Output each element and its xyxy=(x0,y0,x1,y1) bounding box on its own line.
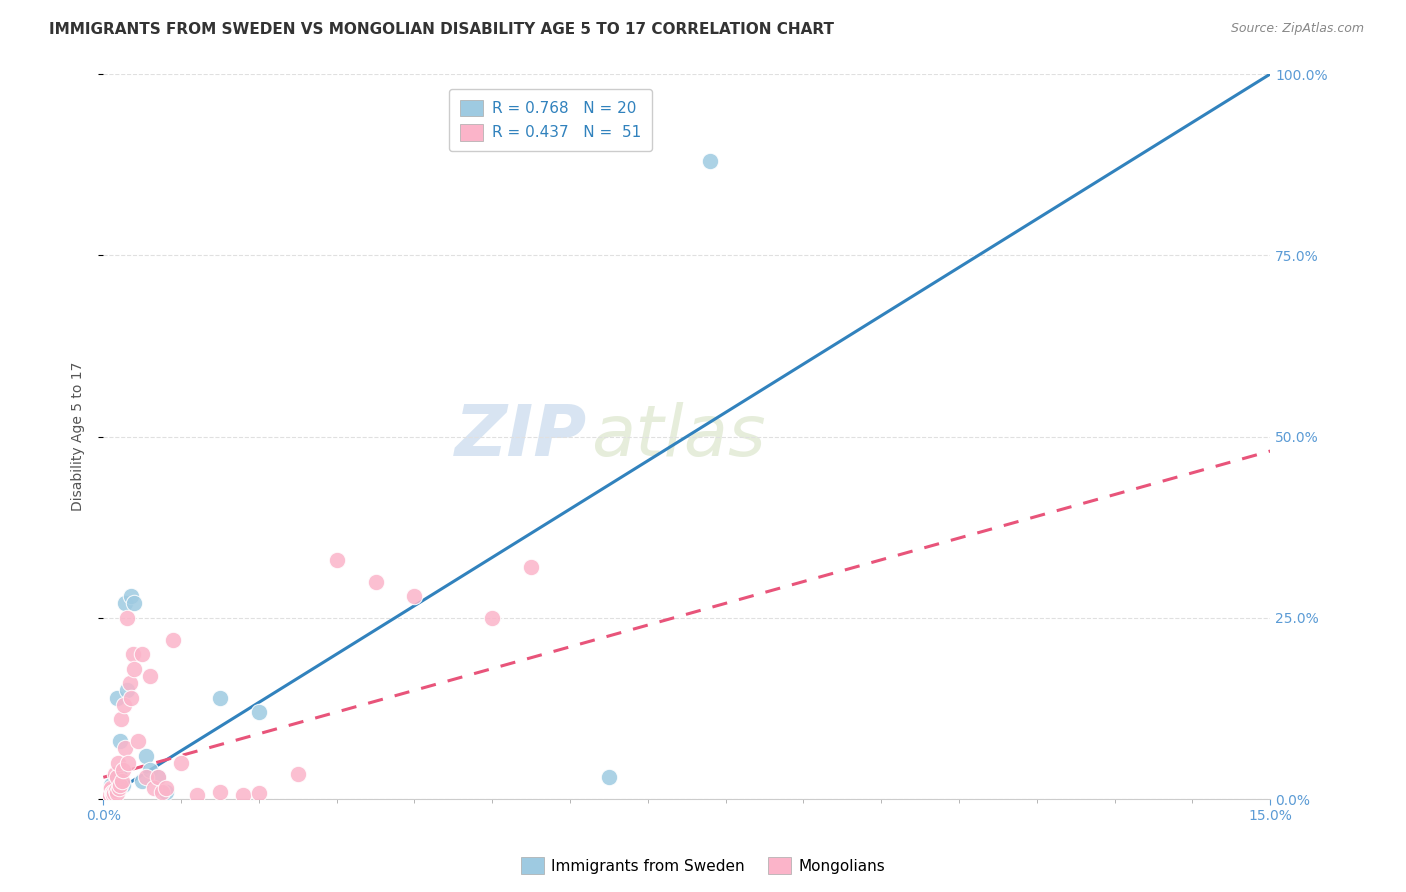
Point xyxy=(101,785,124,799)
Point xyxy=(146,770,169,784)
Point xyxy=(117,756,139,770)
Point xyxy=(139,669,162,683)
Point xyxy=(247,786,270,800)
Legend: Immigrants from Sweden, Mongolians: Immigrants from Sweden, Mongolians xyxy=(515,851,891,880)
Point xyxy=(97,786,120,800)
Point xyxy=(131,773,153,788)
Point xyxy=(105,786,128,800)
Point xyxy=(232,789,254,803)
Point xyxy=(98,789,121,803)
Point xyxy=(121,647,143,661)
Text: atlas: atlas xyxy=(591,402,766,471)
Y-axis label: Disability Age 5 to 17: Disability Age 5 to 17 xyxy=(72,362,86,511)
Text: IMMIGRANTS FROM SWEDEN VS MONGOLIAN DISABILITY AGE 5 TO 17 CORRELATION CHART: IMMIGRANTS FROM SWEDEN VS MONGOLIAN DISA… xyxy=(49,22,834,37)
Point xyxy=(98,783,121,797)
Point xyxy=(94,789,117,804)
Point xyxy=(115,683,138,698)
Point xyxy=(105,770,128,784)
Point xyxy=(96,785,118,799)
Point xyxy=(247,705,270,719)
Point xyxy=(97,789,120,803)
Point xyxy=(108,766,131,780)
Point xyxy=(127,734,149,748)
Point xyxy=(124,662,146,676)
Point xyxy=(114,741,136,756)
Point xyxy=(142,781,165,796)
Point xyxy=(108,781,131,796)
Point xyxy=(115,611,138,625)
Point xyxy=(110,712,132,726)
Point xyxy=(101,786,124,800)
Point xyxy=(135,770,157,784)
Point xyxy=(150,785,173,799)
Point xyxy=(135,748,157,763)
Point xyxy=(186,789,208,803)
Point xyxy=(105,690,128,705)
Point xyxy=(162,632,184,647)
Point xyxy=(146,770,169,784)
Point xyxy=(208,690,231,705)
Point xyxy=(364,574,387,589)
Point xyxy=(120,690,142,705)
Point xyxy=(598,770,620,784)
Point xyxy=(155,785,177,799)
Point xyxy=(139,763,162,777)
Point xyxy=(104,781,127,796)
Point xyxy=(111,778,134,792)
Point xyxy=(124,596,146,610)
Point xyxy=(100,781,122,796)
Point xyxy=(699,154,721,169)
Point xyxy=(103,789,125,803)
Point xyxy=(404,589,426,603)
Point xyxy=(111,773,134,788)
Point xyxy=(170,756,193,770)
Point xyxy=(112,698,135,712)
Point xyxy=(520,560,543,574)
Point xyxy=(96,785,118,799)
Point xyxy=(103,786,125,800)
Point xyxy=(104,766,127,780)
Point xyxy=(96,786,118,800)
Point xyxy=(481,611,503,625)
Legend: R = 0.768   N = 20, R = 0.437   N =  51: R = 0.768 N = 20, R = 0.437 N = 51 xyxy=(450,89,652,152)
Point xyxy=(100,778,122,792)
Point xyxy=(208,785,231,799)
Point xyxy=(325,553,347,567)
Point xyxy=(155,781,177,796)
Point xyxy=(104,783,127,797)
Text: ZIP: ZIP xyxy=(456,402,588,471)
Point xyxy=(120,589,142,603)
Point xyxy=(94,789,117,803)
Point xyxy=(287,766,309,780)
Point xyxy=(118,676,141,690)
Point xyxy=(110,734,132,748)
Point xyxy=(107,756,129,770)
Point xyxy=(131,647,153,661)
Text: Source: ZipAtlas.com: Source: ZipAtlas.com xyxy=(1230,22,1364,36)
Point xyxy=(110,778,132,792)
Point xyxy=(114,596,136,610)
Point xyxy=(111,763,134,777)
